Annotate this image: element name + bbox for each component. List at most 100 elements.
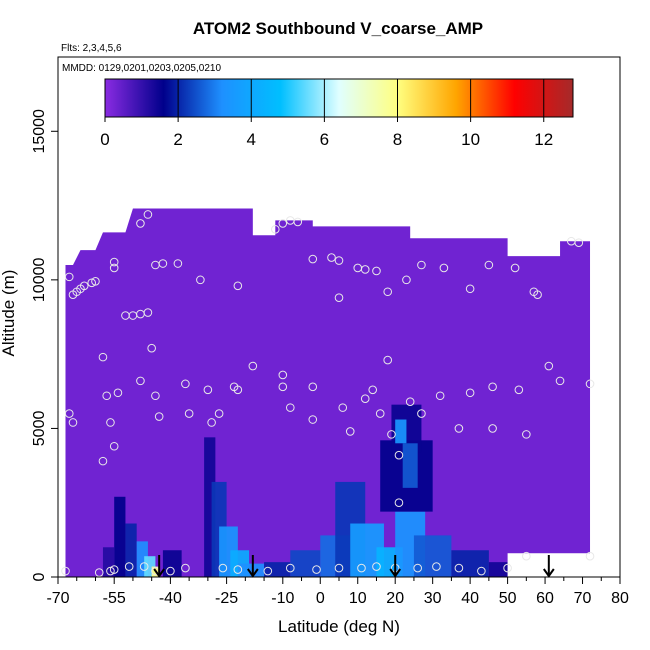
- heatmap-cell: [402, 443, 418, 488]
- data-marker: [147, 343, 156, 353]
- x-axis-label: Latitude (deg N): [278, 617, 400, 636]
- x-tick-label: 20: [386, 590, 404, 607]
- flight-arrow: [153, 555, 165, 578]
- data-marker: [308, 382, 318, 392]
- data-marker: [233, 565, 243, 574]
- data-marker: [372, 562, 381, 571]
- data-marker: [293, 217, 303, 227]
- data-marker: [555, 376, 565, 386]
- data-marker: [98, 456, 108, 466]
- x-tick-label: -25: [215, 590, 238, 607]
- data-marker: [184, 409, 194, 418]
- data-marker: [308, 415, 318, 424]
- data-marker: [98, 352, 108, 362]
- data-marker: [477, 566, 486, 576]
- data-marker: [113, 388, 123, 398]
- data-marker: [334, 563, 344, 573]
- colorbar-tick-label: 2: [173, 130, 182, 149]
- data-marker: [143, 308, 153, 317]
- data-marker: [94, 568, 104, 577]
- data-marker: [402, 275, 411, 285]
- heatmap-cell: [144, 556, 156, 577]
- data-marker: [372, 266, 381, 276]
- data-marker: [285, 403, 295, 412]
- x-tick-label: 10: [349, 590, 367, 607]
- chart-title: ATOM2 Southbound V_coarse_AMP: [193, 19, 483, 38]
- data-marker: [488, 382, 497, 392]
- data-marker: [91, 277, 100, 286]
- data-marker: [64, 272, 74, 282]
- data-marker: [514, 385, 524, 395]
- data-marker: [574, 238, 584, 248]
- y-tick-label: 15000: [31, 109, 48, 154]
- colorbar-tick-label: 0: [100, 130, 109, 149]
- arrow-layer: [153, 555, 555, 578]
- heatmap-cell: [125, 523, 137, 577]
- data-marker: [338, 403, 348, 412]
- data-marker: [522, 430, 531, 439]
- data-marker: [214, 409, 224, 418]
- heatmap-cell: [136, 541, 148, 577]
- heatmap-cell: [290, 550, 321, 577]
- data-marker: [360, 265, 370, 274]
- data-marker: [196, 275, 205, 285]
- data-marker: [585, 379, 595, 389]
- data-marker: [278, 219, 288, 228]
- data-marker: [312, 565, 321, 574]
- data-marker: [278, 370, 288, 380]
- x-tick-label: 40: [461, 590, 479, 607]
- data-marker: [417, 409, 426, 418]
- data-marker: [465, 388, 475, 398]
- data-marker: [405, 397, 415, 406]
- colorbar-gradient-bar: [104, 78, 574, 118]
- heatmap-cell: [488, 562, 508, 577]
- data-marker: [106, 418, 115, 427]
- flight-arrow-head: [542, 568, 555, 578]
- heatmap-layer: [65, 208, 598, 578]
- data-marker: [394, 498, 404, 508]
- data-marker: [158, 259, 168, 268]
- data-marker: [432, 562, 441, 571]
- heatmap-cell: [204, 437, 216, 577]
- data-marker: [334, 256, 344, 265]
- data-marker: [375, 409, 385, 418]
- flight-arrow: [389, 555, 402, 578]
- data-marker: [327, 253, 336, 262]
- colorbar: 0 2 4 6 8 10 12: [100, 78, 574, 149]
- data-marker: [417, 260, 426, 270]
- data-marker: [357, 563, 366, 573]
- heatmap-cell: [114, 496, 126, 577]
- flight-arrow-head: [389, 568, 402, 578]
- heatmap-background-region: [65, 208, 591, 578]
- data-marker: [488, 424, 497, 433]
- x-tick-label: 60: [536, 590, 554, 607]
- data-marker: [151, 391, 160, 401]
- data-marker: [263, 566, 273, 576]
- y-axis: 0 5000 10000 15000: [31, 109, 58, 581]
- data-marker: [109, 257, 119, 267]
- data-marker: [308, 254, 318, 264]
- data-marker: [360, 394, 370, 404]
- data-marker: [233, 385, 243, 395]
- date-subtitle: MMDD: 0129,0201,0203,0205,0210: [62, 63, 221, 74]
- data-marker: [544, 361, 554, 371]
- colorbar-tick-label: 10: [461, 130, 480, 149]
- data-marker: [271, 225, 280, 234]
- x-tick-label: 80: [611, 590, 629, 607]
- data-marker: [102, 391, 112, 401]
- data-marker: [585, 551, 595, 561]
- data-marker: [248, 361, 258, 371]
- data-marker: [383, 287, 393, 297]
- data-marker: [413, 563, 422, 573]
- x-tick-label: 30: [424, 590, 442, 607]
- heatmap-cell: [395, 419, 407, 444]
- data-marker: [334, 293, 344, 302]
- colorbar-tick-label: 6: [320, 130, 329, 149]
- no-data-mask: [507, 553, 598, 577]
- data-marker: [465, 284, 475, 294]
- data-marker: [203, 385, 213, 395]
- data-marker: [394, 450, 404, 460]
- data-marker: [285, 563, 295, 573]
- data-marker: [510, 263, 520, 273]
- flights-subtitle: Flts: 2,3,4,5,6: [61, 43, 122, 54]
